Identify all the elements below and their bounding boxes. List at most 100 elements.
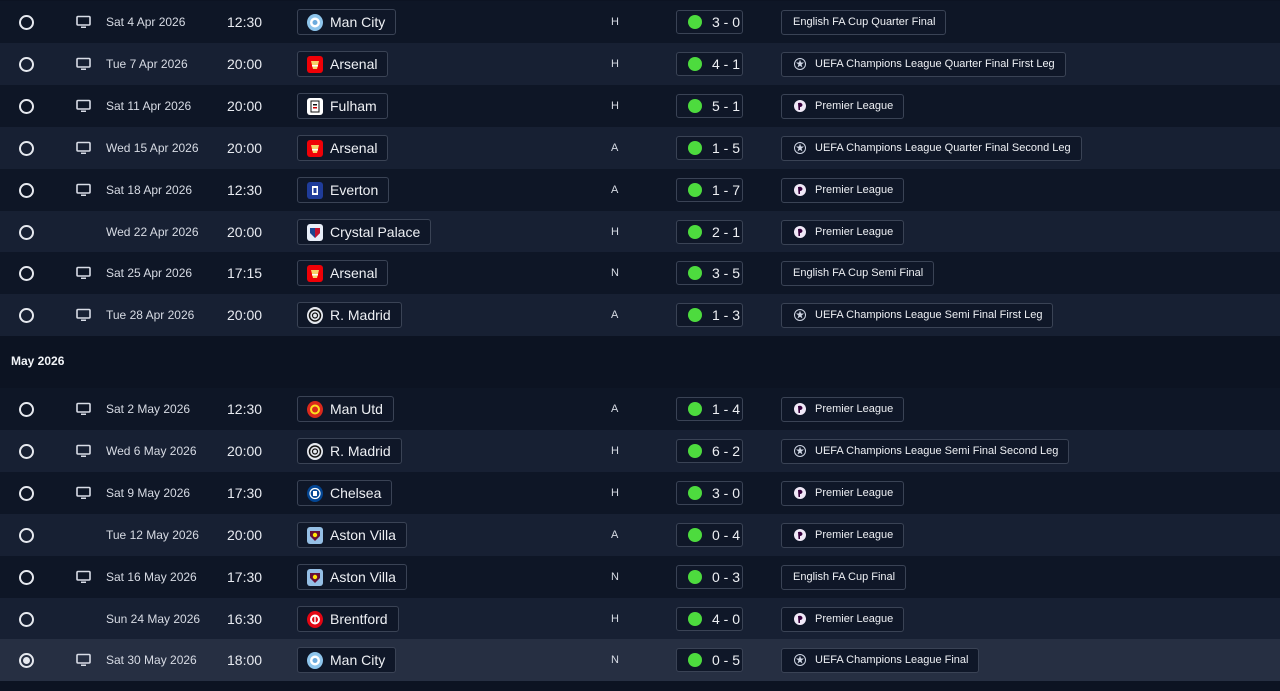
competition-button[interactable]: UEFA Champions League Quarter Final Firs…: [781, 51, 1066, 77]
competition-button[interactable]: Premier League: [781, 606, 905, 632]
result-button[interactable]: 0 - 3: [676, 565, 743, 589]
fixture-select-radio[interactable]: [19, 140, 34, 156]
fixture-row[interactable]: Sat 2 May 2026 12:30 Man Utd A 1 - 4 Pre…: [0, 388, 1280, 430]
opponent-button[interactable]: Chelsea: [297, 480, 393, 506]
fixture-time: 17:30: [227, 569, 263, 585]
tv-broadcast-icon: [76, 444, 91, 458]
opponent-button[interactable]: R. Madrid: [297, 438, 402, 464]
opponent-button[interactable]: Arsenal: [297, 51, 389, 77]
tv-broadcast-icon: [76, 99, 91, 113]
fixture-row[interactable]: Sat 11 Apr 2026 20:00 Fulham H 5 - 1 Pre…: [0, 85, 1280, 127]
opponent-button[interactable]: Aston Villa: [297, 522, 407, 548]
fixture-row[interactable]: Sat 25 Apr 2026 17:15 Arsenal N 3 - 5 En…: [0, 252, 1280, 294]
competition-button[interactable]: English FA Cup Quarter Final: [781, 9, 947, 35]
fixture-row[interactable]: Sat 9 May 2026 17:30 Chelsea H 3 - 0 Pre…: [0, 472, 1280, 514]
result-button[interactable]: 5 - 1: [676, 94, 743, 118]
opponent-button[interactable]: Aston Villa: [297, 564, 407, 590]
fixture-row[interactable]: Tue 7 Apr 2026 20:00 Arsenal H 4 - 1 UEF…: [0, 43, 1280, 85]
competition-button[interactable]: UEFA Champions League Final: [781, 647, 980, 673]
brentford-crest-icon: [307, 610, 323, 628]
fixture-select-radio[interactable]: [19, 98, 34, 114]
venue-indicator: H: [611, 58, 619, 70]
result-button[interactable]: 0 - 5: [676, 648, 743, 672]
result-score: 1 - 7: [712, 182, 741, 198]
fixture-row[interactable]: Tue 28 Apr 2026 20:00 R. Madrid A 1 - 3 …: [0, 294, 1280, 336]
fixture-select-radio[interactable]: [19, 56, 34, 72]
opponent-button[interactable]: Crystal Palace: [297, 219, 432, 245]
fixture-select-radio[interactable]: [19, 224, 34, 240]
result-button[interactable]: 2 - 1: [676, 220, 743, 244]
fixture-date: Tue 7 Apr 2026: [106, 57, 188, 71]
competition-button[interactable]: English FA Cup Final: [781, 564, 907, 590]
fixture-row[interactable]: Wed 6 May 2026 20:00 R. Madrid H 6 - 2 U…: [0, 430, 1280, 472]
competition-name: Premier League: [815, 100, 894, 112]
fixture-row[interactable]: Wed 15 Apr 2026 20:00 Arsenal A 1 - 5 UE…: [0, 127, 1280, 169]
competition-button[interactable]: UEFA Champions League Quarter Final Seco…: [781, 135, 1082, 161]
fixture-row[interactable]: Tue 12 May 2026 20:00 Aston Villa A 0 - …: [0, 514, 1280, 556]
competition-button[interactable]: UEFA Champions League Semi Final Second …: [781, 438, 1070, 464]
opponent-button[interactable]: R. Madrid: [297, 302, 402, 328]
fixture-select-radio[interactable]: [19, 652, 34, 668]
opponent-button[interactable]: Everton: [297, 177, 390, 203]
result-button[interactable]: 1 - 3: [676, 303, 743, 327]
venue-indicator: H: [611, 226, 619, 238]
competition-button[interactable]: Premier League: [781, 177, 905, 203]
opponent-button[interactable]: Man City: [297, 647, 397, 673]
competition-button[interactable]: Premier League: [781, 93, 905, 119]
fixture-date: Sat 4 Apr 2026: [106, 15, 186, 29]
competition-button[interactable]: Premier League: [781, 396, 905, 422]
result-button[interactable]: 3 - 5: [676, 261, 743, 285]
opponent-name: R. Madrid: [330, 443, 391, 459]
opponent-button[interactable]: Man City: [297, 9, 397, 35]
fixture-row[interactable]: Sat 4 Apr 2026 12:30 Man City H 3 - 0 En…: [0, 1, 1280, 43]
opponent-button[interactable]: Arsenal: [297, 135, 389, 161]
fixture-row[interactable]: Wed 22 Apr 2026 20:00 Crystal Palace H 2…: [0, 211, 1280, 253]
result-button[interactable]: 1 - 5: [676, 136, 743, 160]
opponent-button[interactable]: Man Utd: [297, 396, 394, 422]
fixture-select-radio[interactable]: [19, 401, 34, 417]
tv-broadcast-icon: [76, 141, 91, 155]
result-button[interactable]: 1 - 7: [676, 178, 743, 202]
fixture-date: Wed 15 Apr 2026: [106, 141, 199, 155]
competition-button[interactable]: Premier League: [781, 219, 905, 245]
venue-indicator: A: [611, 309, 619, 321]
fixture-select-radio[interactable]: [19, 569, 34, 585]
fixture-select-radio[interactable]: [19, 307, 34, 323]
opponent-button[interactable]: Arsenal: [297, 260, 389, 286]
fixture-select-radio[interactable]: [19, 443, 34, 459]
result-button[interactable]: 3 - 0: [676, 10, 743, 34]
fixture-select-radio[interactable]: [19, 14, 34, 30]
fixture-select-radio[interactable]: [19, 182, 34, 198]
result-button[interactable]: 6 - 2: [676, 439, 743, 463]
opponent-name: Aston Villa: [330, 569, 396, 585]
opponent-name: Fulham: [330, 98, 377, 114]
result-button[interactable]: 3 - 0: [676, 481, 743, 505]
fixture-row[interactable]: Sat 30 May 2026 18:00 Man City N 0 - 5 U…: [0, 639, 1280, 681]
result-button[interactable]: 1 - 4: [676, 397, 743, 421]
result-button[interactable]: 0 - 4: [676, 523, 743, 547]
fixture-row[interactable]: Sat 18 Apr 2026 12:30 Everton A 1 - 7 Pr…: [0, 169, 1280, 211]
result-button[interactable]: 4 - 1: [676, 52, 743, 76]
fixture-select-radio[interactable]: [19, 611, 34, 627]
opponent-name: Chelsea: [330, 485, 382, 501]
fixture-select-radio[interactable]: [19, 485, 34, 501]
competition-button[interactable]: English FA Cup Semi Final: [781, 260, 935, 286]
arsenal-crest-icon: [307, 139, 323, 157]
fixture-date: Sat 30 May 2026: [106, 653, 197, 667]
fulham-crest-icon: [307, 97, 323, 115]
competition-button[interactable]: Premier League: [781, 522, 905, 548]
competition-button[interactable]: UEFA Champions League Semi Final First L…: [781, 302, 1054, 328]
fixture-row[interactable]: Sat 16 May 2026 17:30 Aston Villa N 0 - …: [0, 556, 1280, 598]
fixture-date: Sat 18 Apr 2026: [106, 183, 193, 197]
fixture-select-radio[interactable]: [19, 527, 34, 543]
premier-league-icon: [793, 225, 807, 239]
opponent-button[interactable]: Brentford: [297, 606, 399, 632]
result-button[interactable]: 4 - 0: [676, 607, 743, 631]
fixture-time: 12:30: [227, 14, 263, 30]
opponent-button[interactable]: Fulham: [297, 93, 388, 119]
tv-broadcast-icon: [76, 15, 91, 29]
competition-button[interactable]: Premier League: [781, 480, 905, 506]
fixture-row[interactable]: Sun 24 May 2026 16:30 Brentford H 4 - 0 …: [0, 598, 1280, 640]
venue-indicator: N: [611, 267, 619, 279]
fixture-select-radio[interactable]: [19, 265, 34, 281]
